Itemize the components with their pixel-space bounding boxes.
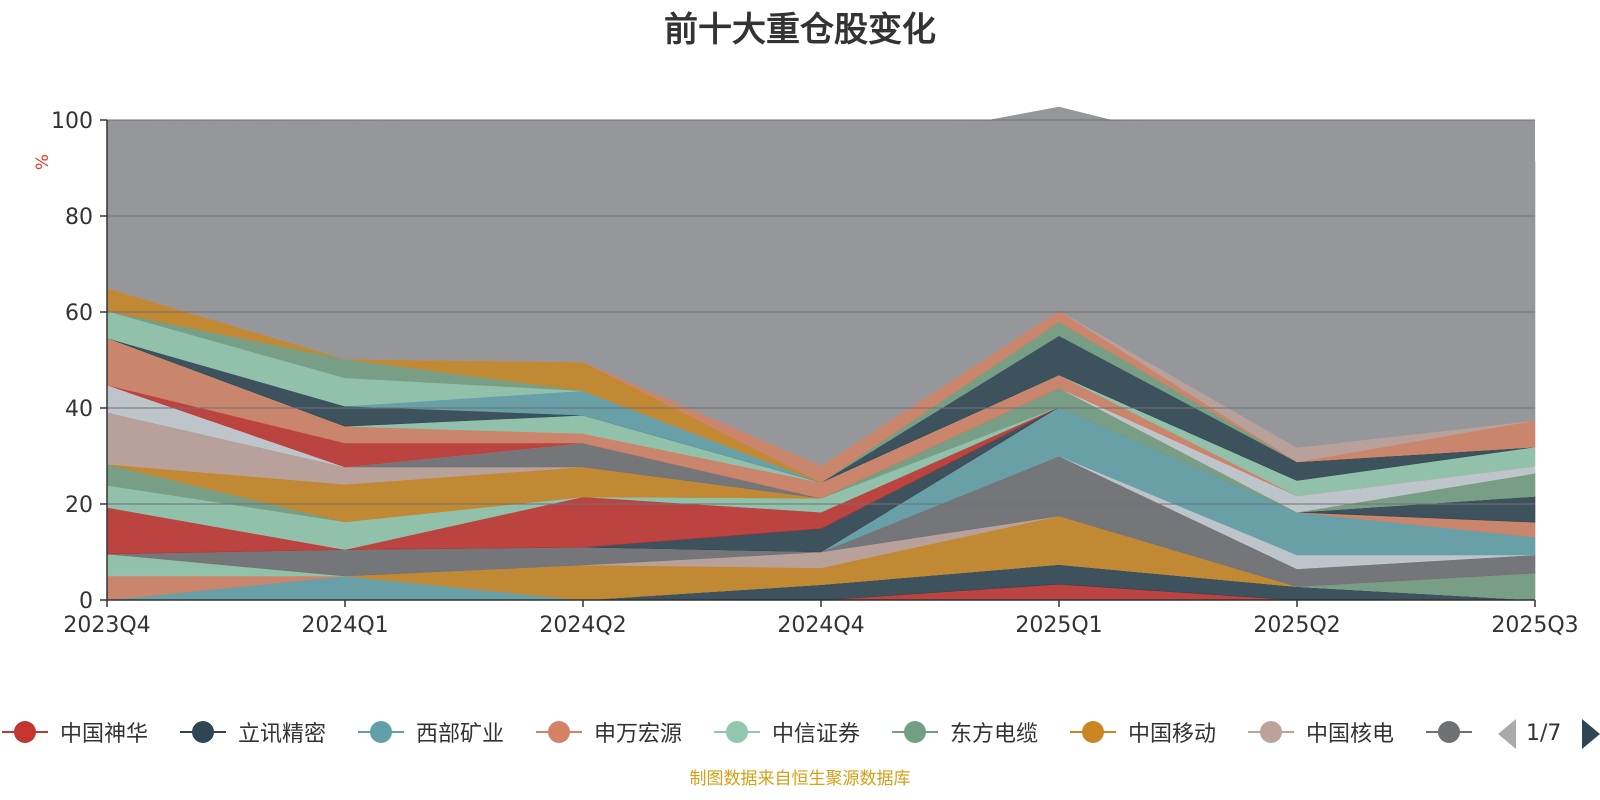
legend-label: 中信证券 [772, 722, 861, 747]
legend-label: 中国核电 [1306, 722, 1395, 747]
legend-label: 中国神华 [60, 722, 149, 747]
data-source-note: 制图数据来自恒生聚源数据库 [689, 769, 911, 789]
y-tick-label: 0 [79, 589, 93, 614]
legend-marker-icon [1068, 712, 1118, 752]
triangle-right-icon[interactable] [1582, 719, 1600, 749]
y-tick-label: 20 [65, 493, 93, 518]
x-tick-label: 2025Q2 [1253, 613, 1340, 638]
y-tick-label: 60 [65, 301, 93, 326]
legend-marker-icon [1424, 712, 1474, 752]
legend-marker-icon [890, 712, 940, 752]
legend: 中国神华 立讯精密 西部矿业 申万宏源 中信证券 东方电缆 中国移动 中国核电 宁德时代 [0, 712, 1485, 752]
legend-marker-icon [1246, 712, 1296, 752]
legend-page-indicator: 1/7 [1526, 721, 1562, 746]
legend-item[interactable]: 西部矿业 [356, 712, 504, 752]
legend-label: 中国移动 [1128, 722, 1217, 747]
chart-title: 前十大重仓股变化 [664, 10, 936, 50]
x-tick-label: 2025Q1 [1015, 613, 1102, 638]
legend-item[interactable]: 东方电缆 [890, 712, 1038, 752]
legend-label: 立讯精密 [238, 722, 327, 747]
legend-label: 东方电缆 [950, 722, 1039, 747]
legend-marker-icon [534, 712, 584, 752]
legend-marker-icon [178, 712, 228, 752]
legend-marker-icon [356, 712, 406, 752]
x-tick-label: 2024Q4 [777, 613, 864, 638]
legend-item[interactable]: 申万宏源 [534, 712, 682, 752]
triangle-left-icon[interactable] [1498, 719, 1516, 749]
legend-item[interactable]: 中国移动 [1068, 712, 1216, 752]
legend-item[interactable]: 中信证券 [712, 712, 860, 752]
legend-label: 西部矿业 [416, 722, 505, 747]
y-tick-label: 100 [51, 109, 93, 134]
legend-label: 申万宏源 [594, 722, 683, 747]
legend-marker-icon [0, 712, 50, 752]
area-series-32[interactable] [106, 106, 1536, 466]
y-axis-unit-label: % [33, 154, 53, 170]
legend-label: 宁德时代 [1484, 716, 1485, 748]
y-tick-label: 40 [65, 397, 93, 422]
x-tick-label: 2024Q2 [539, 613, 626, 638]
legend-marker-icon [712, 712, 762, 752]
x-tick-label: 2025Q3 [1491, 613, 1578, 638]
legend-item[interactable]: 中国核电 [1246, 712, 1394, 752]
y-tick-label: 80 [65, 205, 93, 230]
legend-item[interactable]: 宁德时代 [1424, 712, 1485, 752]
legend-item[interactable]: 中国神华 [0, 712, 148, 752]
legend-item[interactable]: 立讯精密 [178, 712, 326, 752]
x-tick-label: 2024Q1 [301, 613, 388, 638]
x-tick-label: 2023Q4 [63, 613, 150, 638]
